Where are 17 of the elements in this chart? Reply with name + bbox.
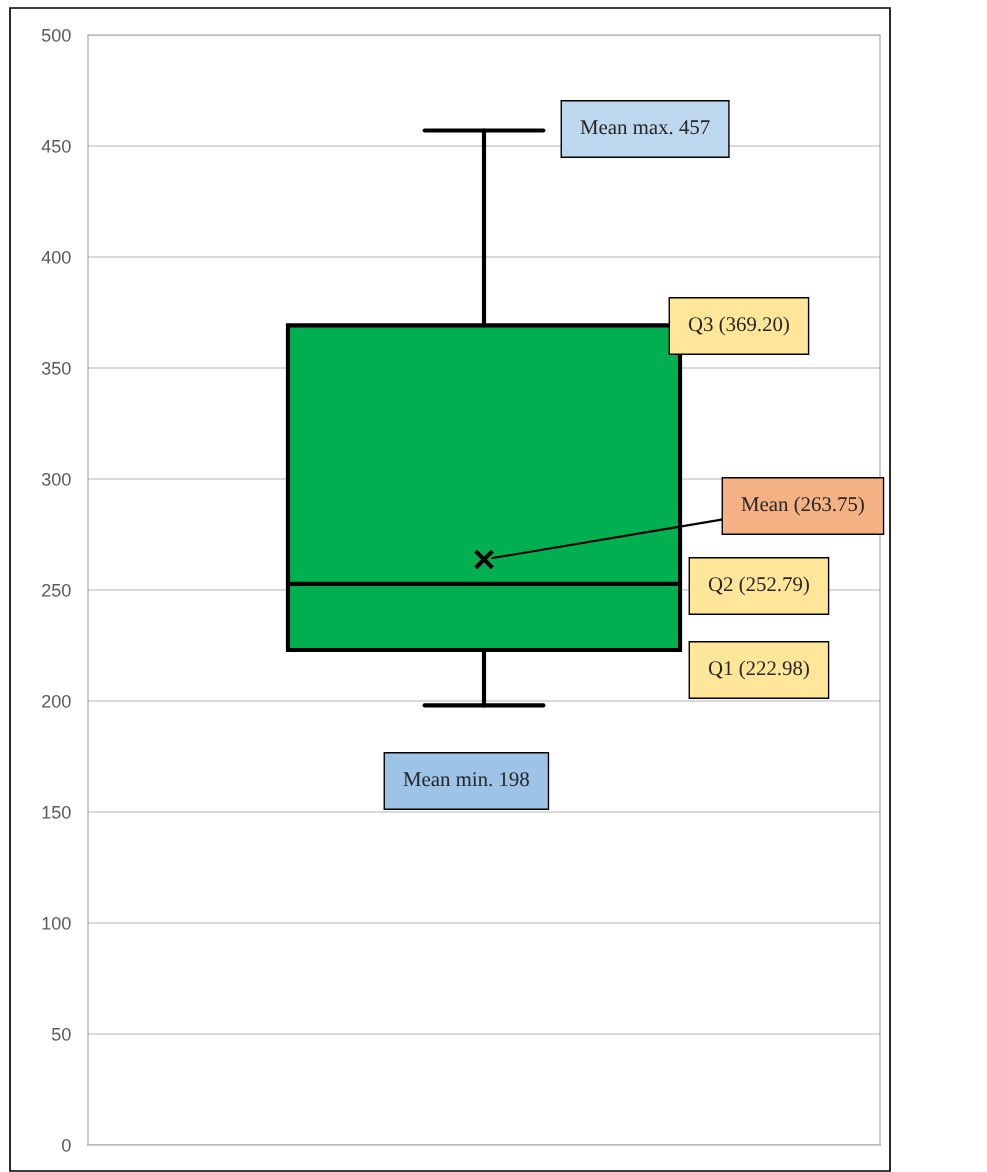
y-tick-label: 400 — [41, 250, 71, 264]
y-tick-label: 100 — [42, 916, 71, 930]
y-tick-label: 500 — [41, 28, 71, 42]
annotation: Mean max. 457 — [580, 120, 710, 135]
annotation: Mean min. 198 — [403, 772, 529, 787]
y-tick-label: 50 — [51, 1027, 71, 1041]
y-tick-label: 250 — [42, 583, 71, 597]
annotation: Q3 (369.20) — [688, 316, 789, 336]
y-tick-label: 300 — [41, 472, 71, 486]
y-tick-label: 450 — [41, 139, 71, 153]
annotation: Q2 (252.79) — [708, 576, 809, 596]
annotation: Mean (263.75) — [741, 496, 864, 516]
y-tick-label: 350 — [41, 361, 71, 375]
annotation: Q1 (222.98) — [708, 660, 809, 680]
y-tick-label: 150 — [42, 805, 71, 819]
y-tick-label: 0 — [62, 1138, 71, 1152]
y-tick-label: 200 — [42, 694, 71, 708]
